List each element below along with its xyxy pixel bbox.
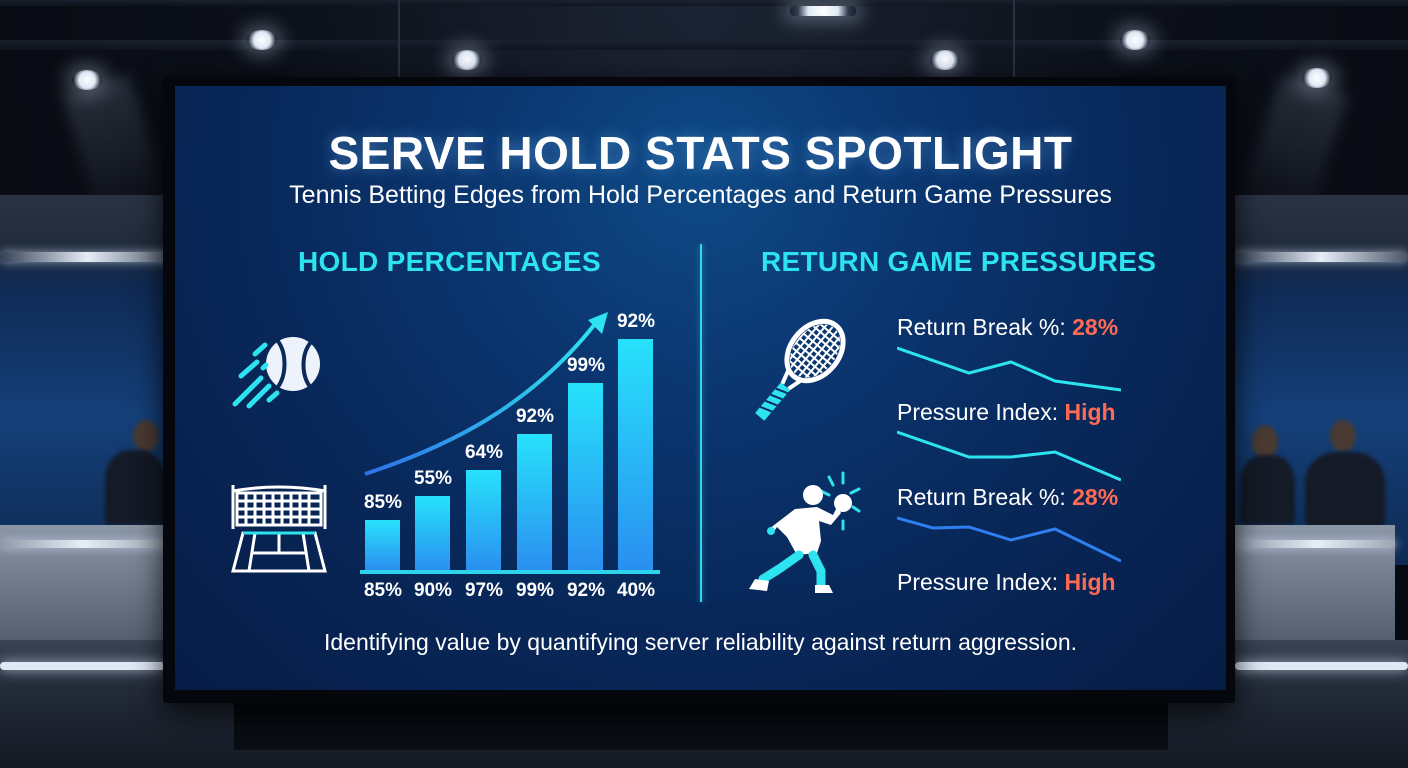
presenter-head (133, 420, 159, 452)
footer-caption: Identifying value by quantifying server … (323, 629, 1078, 655)
bar-value-label: 92% (515, 406, 555, 427)
bar-value-label: 85% (363, 492, 403, 513)
sparkline-return-break-2 (897, 516, 1121, 563)
bar-1 (365, 520, 400, 570)
page-title: SERVE HOLD STATS SPOTLIGHT (328, 127, 1073, 179)
category-label: 97% (464, 580, 504, 601)
return-break-metric-1: Return Break %: 28% (897, 314, 1118, 341)
category-label: 85% (363, 580, 403, 601)
spotlight (452, 50, 482, 70)
hold-percentages-bar-chart: 85% 55% 64% 92% 99% 92% 85% 90% 97% 99% … (360, 306, 660, 606)
floor-light-strip (0, 662, 165, 670)
tennis-ball-motion-icon (232, 337, 320, 409)
floor-light-strip (1235, 662, 1408, 670)
spotlight-strip (790, 6, 856, 16)
hold-percentages-heading: HOLD PERCENTAGES (298, 246, 601, 277)
light-strip (1235, 252, 1408, 262)
lighting-truss-top (0, 0, 1408, 6)
hanging-wire (1013, 0, 1015, 80)
category-label: 92% (566, 580, 606, 601)
bar-value-label: 64% (464, 442, 504, 463)
pressure-index-metric-1: Pressure Index: High (897, 399, 1116, 426)
presenter-head (1252, 425, 1278, 459)
bar-value-label: 55% (413, 468, 453, 489)
bar-value-label: 92% (616, 311, 656, 332)
category-label: 99% (515, 580, 555, 601)
metric-label: Return Break %: (897, 484, 1066, 510)
pressure-index-metric-2: Pressure Index: High (897, 569, 1116, 596)
sparkline-return-break-1 (897, 346, 1121, 392)
trend-arrow-icon (364, 312, 608, 476)
sparkline-pressure-index-1 (897, 430, 1121, 482)
desk-light-strip (0, 540, 165, 548)
lighting-truss (0, 40, 1408, 50)
metric-value: High (1064, 569, 1116, 595)
return-game-pressures-heading: RETURN GAME PRESSURES (761, 246, 1157, 277)
section-divider (700, 244, 702, 602)
bar-value-label: 99% (566, 355, 606, 376)
presenter-right-2 (1305, 452, 1385, 527)
metric-value: High (1064, 399, 1116, 425)
category-label: 40% (616, 580, 656, 601)
hanging-wire (398, 0, 400, 80)
spotlight (930, 50, 960, 70)
player-return-swing-icon (749, 471, 861, 593)
metric-label: Pressure Index: (897, 399, 1059, 425)
presenter-head (1330, 420, 1356, 452)
return-break-metric-2: Return Break %: 28% (897, 484, 1118, 511)
page-subtitle: Tennis Betting Edges from Hold Percentag… (289, 181, 1112, 209)
monitor-stand (234, 698, 1168, 750)
tennis-racket-icon (755, 314, 850, 421)
display-screen: SERVE HOLD STATS SPOTLIGHT Tennis Bettin… (175, 86, 1226, 690)
bar-3 (466, 470, 501, 570)
metric-value: 28% (1072, 484, 1119, 510)
spotlight (247, 30, 277, 50)
bar-6 (618, 339, 653, 570)
chart-baseline (360, 570, 660, 574)
spotlight (72, 70, 102, 90)
metric-label: Return Break %: (897, 314, 1066, 340)
desk-light-strip (1237, 540, 1397, 548)
bar-5 (568, 383, 603, 570)
bar-4 (517, 434, 552, 570)
bar-2 (415, 496, 450, 570)
spotlight (1302, 68, 1332, 88)
metric-value: 28% (1072, 314, 1119, 340)
metric-label: Pressure Index: (897, 569, 1059, 595)
light-strip (0, 252, 175, 262)
tennis-net-court-icon (231, 485, 327, 573)
presenter-left (105, 450, 165, 525)
presenter-right-1 (1240, 455, 1295, 525)
category-label: 90% (413, 580, 453, 601)
spotlight (1120, 30, 1150, 50)
